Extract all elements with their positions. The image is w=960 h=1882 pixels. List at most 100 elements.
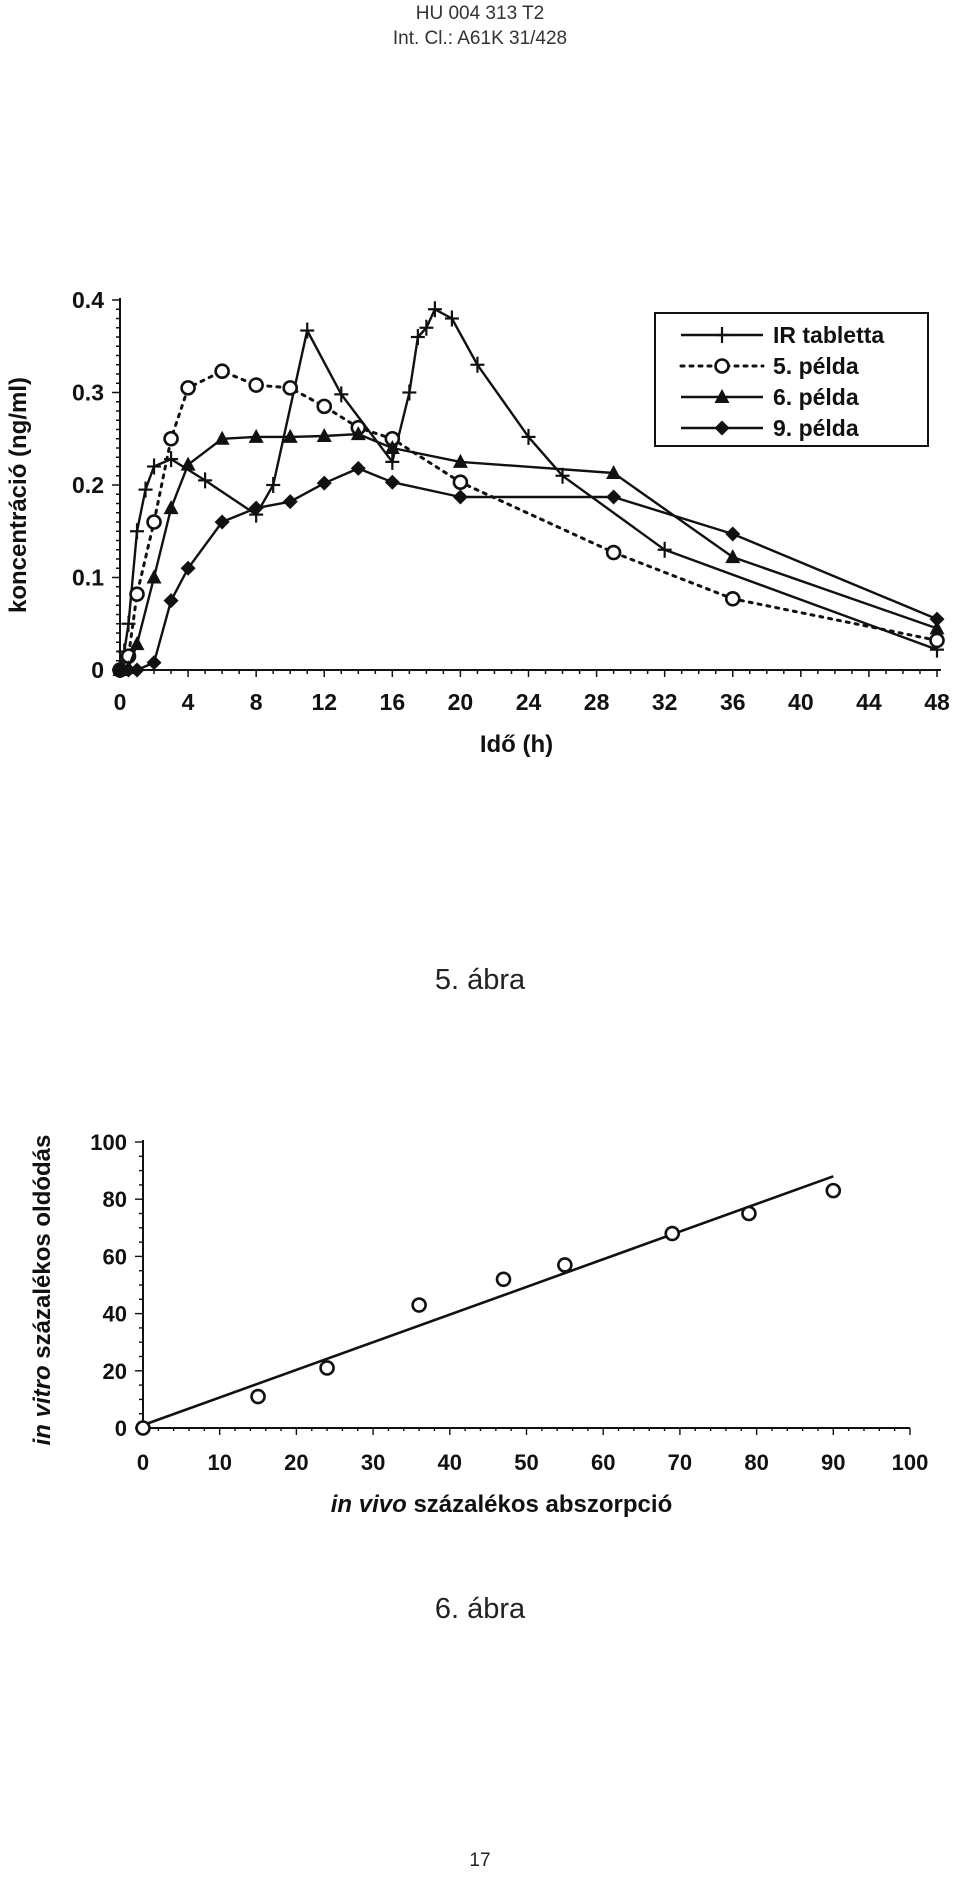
data-point bbox=[316, 427, 332, 442]
data-point bbox=[452, 453, 468, 468]
y-axis-label-rest: százalékos oldódás bbox=[29, 1135, 56, 1366]
data-point bbox=[214, 363, 230, 380]
data-point bbox=[129, 662, 145, 678]
x-tick-label: 50 bbox=[514, 1450, 538, 1475]
data-point bbox=[146, 569, 162, 584]
series-4 bbox=[112, 460, 945, 678]
data-point bbox=[129, 636, 145, 651]
data-point bbox=[282, 494, 298, 510]
series-3 bbox=[112, 426, 945, 676]
x-tick-label: 16 bbox=[380, 689, 406, 715]
data-point bbox=[248, 428, 264, 443]
scatter-point bbox=[664, 1225, 681, 1242]
series-line bbox=[120, 467, 938, 672]
scatter-point bbox=[250, 1388, 266, 1405]
data-point bbox=[282, 380, 299, 396]
data-point bbox=[350, 426, 366, 441]
legend-label: IR tabletta bbox=[773, 322, 884, 348]
y-tick-label: 0.3 bbox=[72, 380, 104, 406]
x-tick-label: 8 bbox=[250, 689, 263, 715]
data-point bbox=[316, 475, 332, 491]
series-line bbox=[118, 369, 939, 672]
data-point bbox=[385, 453, 400, 470]
x-tick-label: 40 bbox=[788, 689, 814, 715]
x-tick-label: 0 bbox=[137, 1450, 149, 1475]
data-point bbox=[725, 526, 741, 542]
data-point bbox=[248, 500, 264, 516]
scatter-point bbox=[825, 1182, 842, 1199]
scatter-point bbox=[495, 1271, 512, 1288]
data-point bbox=[724, 590, 741, 607]
data-point bbox=[163, 430, 179, 447]
x-tick-label: 80 bbox=[744, 1450, 768, 1475]
legend-label: 5. példa bbox=[773, 353, 859, 379]
data-point bbox=[521, 428, 536, 445]
figure-6-caption: 6. ábra bbox=[434, 1593, 526, 1625]
data-point bbox=[248, 377, 264, 393]
x-tick-label: 36 bbox=[720, 689, 746, 715]
x-tick-label: 10 bbox=[207, 1450, 231, 1475]
scatter-point bbox=[557, 1257, 573, 1273]
data-point bbox=[282, 428, 298, 443]
data-point bbox=[130, 523, 145, 540]
y-tick-label: 80 bbox=[103, 1187, 127, 1212]
x-tick-label: 60 bbox=[591, 1450, 615, 1475]
data-point bbox=[444, 310, 459, 327]
x-axis-label-rest: százalékos abszorpció bbox=[407, 1491, 672, 1518]
data-point bbox=[929, 632, 945, 649]
y-tick-label: 0.4 bbox=[72, 287, 104, 313]
data-point bbox=[180, 456, 196, 471]
data-point bbox=[180, 380, 196, 396]
y-tick-label: 40 bbox=[103, 1302, 127, 1327]
legend-marker bbox=[714, 420, 730, 436]
x-tick-label: 100 bbox=[892, 1450, 929, 1475]
y-axis-label: in vitro százalékos oldódás bbox=[29, 1135, 56, 1446]
x-tick-label: 40 bbox=[438, 1450, 462, 1475]
legend-item: 6. példa bbox=[681, 384, 859, 410]
y-tick-label: 100 bbox=[90, 1130, 127, 1155]
data-point bbox=[410, 329, 425, 345]
legend-marker bbox=[715, 327, 729, 343]
x-axis-label: in vivo százalékos abszorpció bbox=[331, 1491, 672, 1518]
data-point bbox=[334, 386, 349, 403]
data-point bbox=[163, 593, 179, 609]
y-tick-label: 60 bbox=[103, 1244, 127, 1269]
y-axis-label: koncentráció (ng/ml) bbox=[5, 377, 32, 613]
legend-label: 6. példa bbox=[773, 384, 859, 410]
data-point bbox=[214, 514, 230, 530]
legend-item: 9. példa bbox=[681, 415, 859, 441]
data-point bbox=[138, 481, 153, 498]
figure-5-caption: 5. ábra bbox=[434, 964, 526, 996]
page-number: 17 bbox=[469, 1850, 491, 1871]
data-point bbox=[147, 458, 162, 475]
scatter-point bbox=[411, 1297, 427, 1313]
x-tick-label: 24 bbox=[516, 689, 542, 715]
data-point bbox=[427, 301, 442, 318]
data-point bbox=[214, 430, 230, 445]
ivivc-scatter-chart: 0 10 20 30 40 50 60 70 80 90 100 0 20 40 60 80 100 in viv… bbox=[29, 1130, 929, 1518]
data-point bbox=[129, 586, 145, 602]
legend-marker bbox=[714, 389, 730, 403]
legend: IR tabletta 5. példa 6. példa 9. példa bbox=[654, 312, 929, 447]
data-point bbox=[402, 384, 417, 401]
data-point bbox=[605, 544, 622, 561]
x-tick-label: 20 bbox=[448, 689, 474, 715]
y-tick-label: 0 bbox=[115, 1416, 127, 1441]
data-point bbox=[452, 474, 469, 491]
data-point bbox=[725, 549, 741, 564]
data-point bbox=[384, 474, 400, 490]
y-tick-label: 0 bbox=[91, 657, 104, 683]
patent-number-header: HU 004 313 T2 bbox=[415, 3, 545, 24]
x-tick-label: 20 bbox=[284, 1450, 308, 1475]
data-point bbox=[419, 319, 434, 336]
legend-item: 5. példa bbox=[679, 353, 859, 379]
data-point bbox=[606, 489, 622, 505]
x-tick-label: 12 bbox=[311, 689, 337, 715]
y-tick-label: 0.2 bbox=[72, 472, 104, 498]
x-tick-label: 44 bbox=[856, 689, 882, 715]
data-point bbox=[384, 440, 400, 454]
scatter-point bbox=[319, 1360, 335, 1376]
data-point bbox=[316, 398, 333, 415]
x-tick-label: 90 bbox=[821, 1450, 845, 1475]
x-tick-label: 0 bbox=[114, 689, 127, 715]
